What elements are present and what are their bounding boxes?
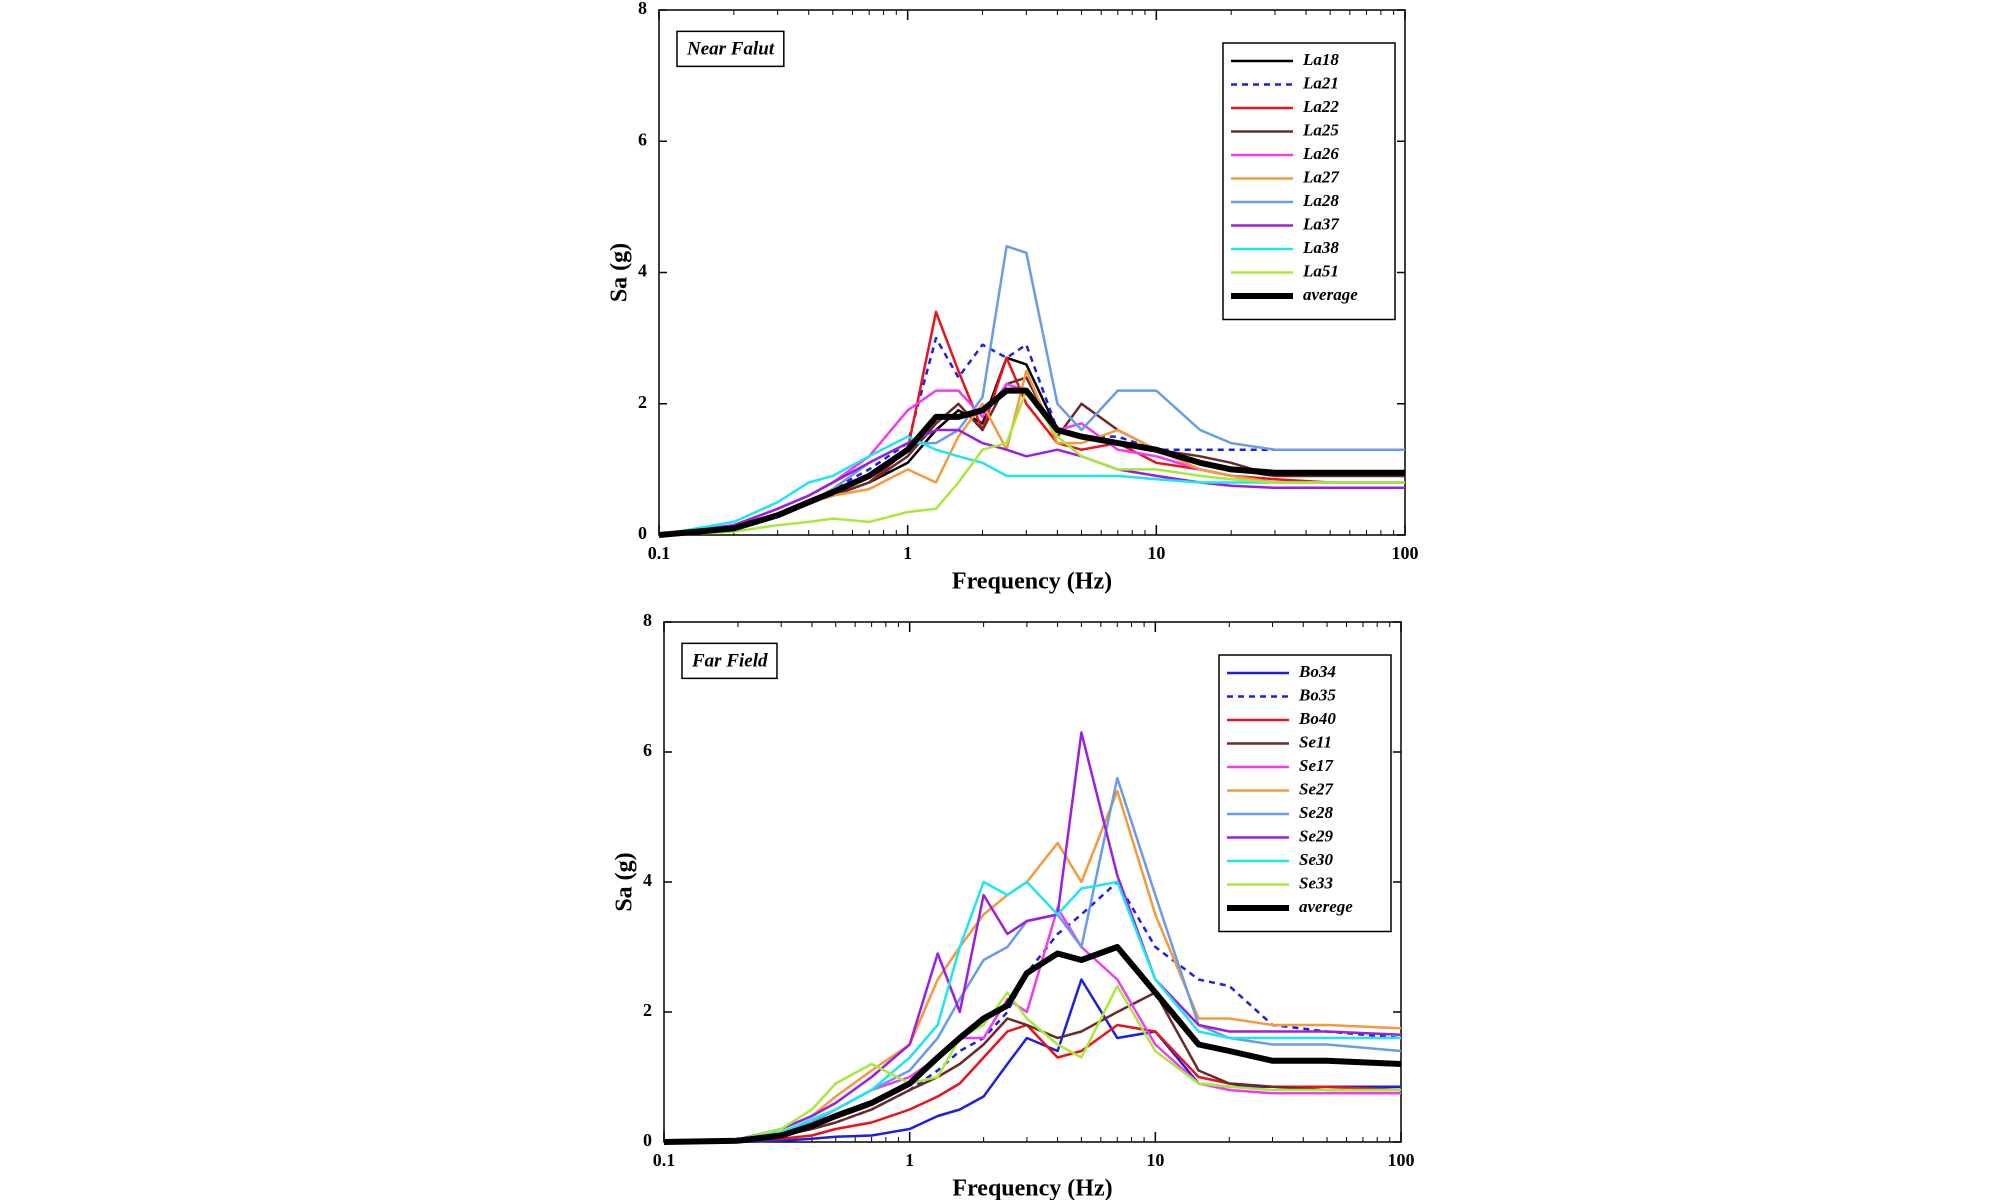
x-axis-label: Frequency (Hz) <box>952 1176 1112 1200</box>
y-axis-label: Sa (g) <box>612 852 638 911</box>
legend-label: La27 <box>1302 167 1340 186</box>
y-tick-label: 0 <box>638 523 647 543</box>
legend-label: averege <box>1299 897 1353 916</box>
y-tick-label: 8 <box>643 610 652 630</box>
legend: Bo34 Bo35 Bo40 Se11 Se17 Se27 Se28 Se29 Se30 Se33… <box>1218 654 1392 933</box>
legend-label: La25 <box>1302 120 1339 139</box>
y-tick-label: 8 <box>638 0 647 18</box>
series-line <box>663 991 1401 1144</box>
legend-label: Bo35 <box>1298 685 1336 704</box>
series-line <box>658 310 1405 537</box>
y-tick-label: 4 <box>638 261 647 281</box>
legend-label: La18 <box>1302 50 1339 69</box>
legend-label: Se11 <box>1299 732 1332 751</box>
chart: 0 2 4 6 8 0.1 1 10 100 Frequency (Hz) Sa (g) Far Fi… <box>612 610 1415 1200</box>
y-tick-label: 0 <box>643 1130 652 1150</box>
series-line <box>663 984 1401 1144</box>
legend-label: La51 <box>1302 261 1339 280</box>
y-tick-label: 2 <box>638 392 647 412</box>
x-tick-label: 10 <box>1147 543 1165 563</box>
x-tick-label: 10 <box>1146 1150 1164 1170</box>
series-line <box>663 1023 1402 1144</box>
series-line <box>658 336 1405 537</box>
legend-label: La37 <box>1302 214 1340 233</box>
series-line <box>658 389 1405 537</box>
legend-label: Se33 <box>1299 873 1334 892</box>
legend-label: Bo34 <box>1298 662 1336 681</box>
series-line <box>663 776 1402 1144</box>
legend: La18 La21 La22 La25 La26 La27 La28 La37 La38 La51… <box>1222 42 1396 321</box>
legend-label: La28 <box>1302 191 1339 210</box>
y-tick-label: 6 <box>643 740 652 760</box>
x-tick-label: 1 <box>903 543 912 563</box>
annotation-box <box>676 30 785 68</box>
legend-label: La22 <box>1302 97 1339 116</box>
legend-label: La26 <box>1302 144 1339 163</box>
legend-label: average <box>1303 285 1358 304</box>
x-axis-label: Frequency (Hz) <box>952 569 1112 595</box>
y-tick-label: 6 <box>638 129 647 149</box>
y-tick-label: 4 <box>643 870 652 890</box>
x-tick-label: 0.1 <box>653 1150 676 1170</box>
legend-label: Se28 <box>1299 803 1334 822</box>
legend-label: Se30 <box>1299 850 1334 869</box>
legend-label: Se29 <box>1299 826 1334 845</box>
annotation: Near Falut <box>686 38 775 59</box>
legend-label: La21 <box>1302 73 1339 92</box>
legend-label: Bo40 <box>1298 709 1336 728</box>
legend-label: Se17 <box>1299 756 1335 775</box>
x-tick-label: 0.1 <box>648 543 671 563</box>
series-line <box>663 731 1402 1144</box>
series-line <box>663 880 1401 1144</box>
x-tick-label: 100 <box>1392 543 1419 563</box>
legend-label: Se27 <box>1299 779 1335 798</box>
y-tick-label: 2 <box>643 1000 652 1020</box>
series-line <box>658 387 1405 538</box>
x-tick-label: 100 <box>1388 1150 1415 1170</box>
x-tick-label: 1 <box>905 1150 914 1170</box>
y-axis-label: Sa (g) <box>607 243 633 302</box>
series-line <box>658 428 1405 537</box>
series-line <box>658 435 1405 537</box>
annotation-box <box>681 642 778 680</box>
series-line <box>663 944 1402 1145</box>
chart: 0 2 4 6 8 0.1 1 10 100 Frequency (Hz) Sa (g) Near F… <box>607 0 1419 595</box>
legend-label: La38 <box>1302 238 1339 257</box>
annotation: Far Field <box>691 650 768 671</box>
